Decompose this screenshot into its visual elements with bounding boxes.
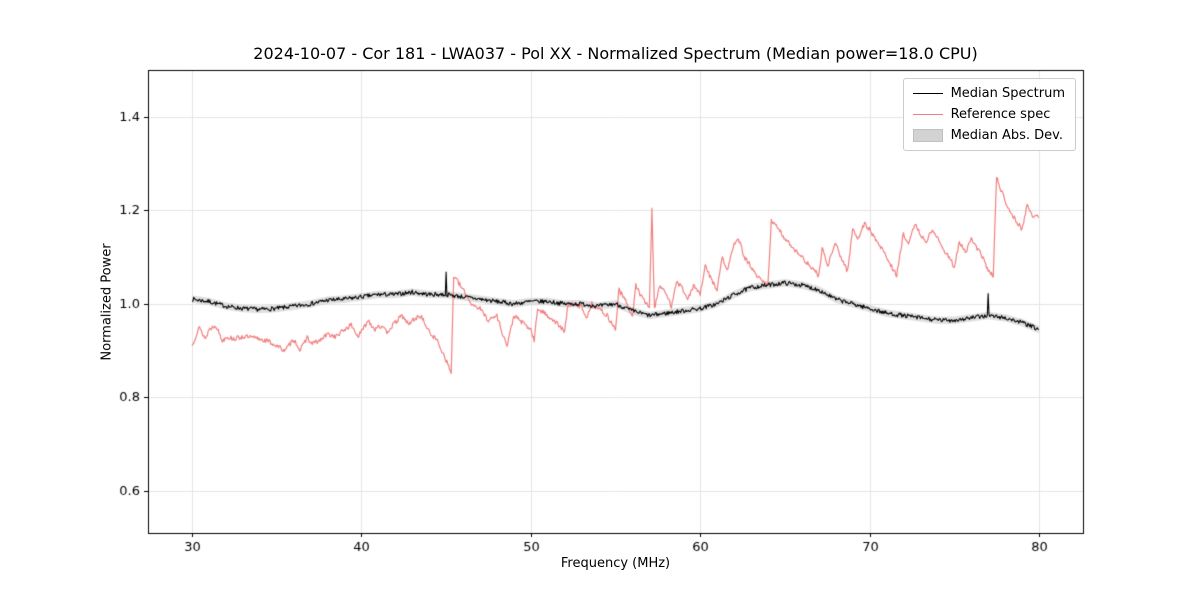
reference-spec-line-swatch — [912, 114, 943, 115]
legend-item-median-spectrum: Median Spectrum — [912, 86, 1065, 101]
legend-label-reference-spec: Reference spec — [950, 107, 1051, 122]
legend-item-reference-spec: Reference spec — [912, 107, 1065, 122]
median-abs-dev-patch-swatch — [912, 129, 943, 142]
legend-label-median-spectrum: Median Spectrum — [950, 86, 1065, 101]
chart-title: 2024-10-07 - Cor 181 - LWA037 - Pol XX -… — [253, 44, 978, 63]
median-spectrum-line-swatch — [912, 93, 943, 94]
x-axis-label: Frequency (MHz) — [560, 556, 671, 571]
legend-item-median-abs-dev: Median Abs. Dev. — [912, 128, 1065, 143]
legend-label-median-abs-dev: Median Abs. Dev. — [950, 128, 1064, 143]
legend: Median Spectrum Reference spec Median Ab… — [902, 78, 1076, 151]
y-axis-label: Normalized Power — [99, 243, 115, 361]
